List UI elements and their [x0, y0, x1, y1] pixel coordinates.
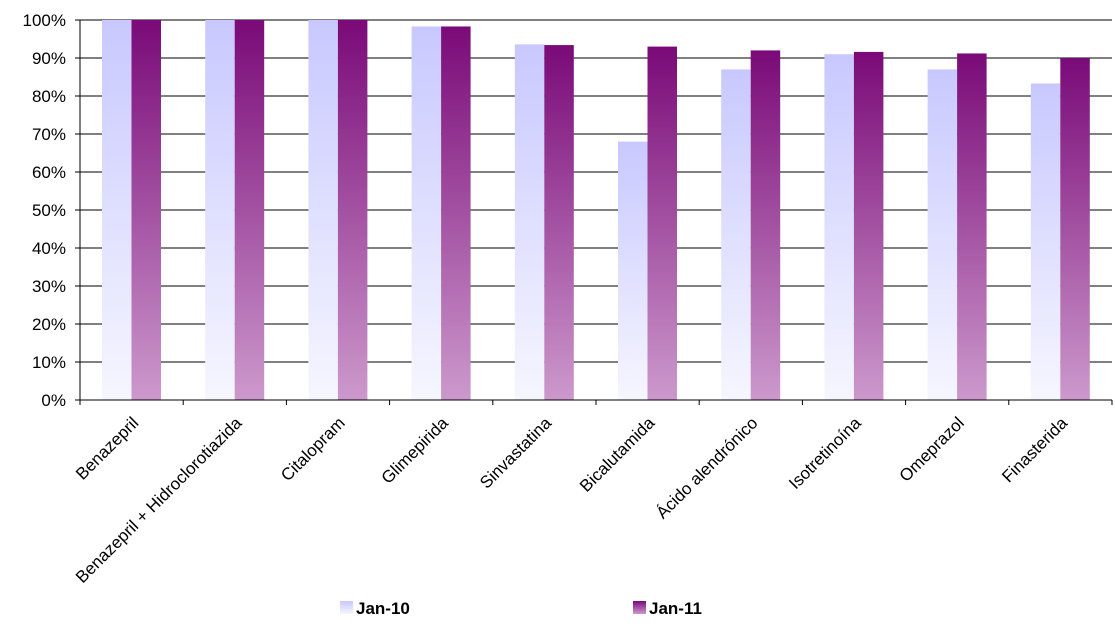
bar-series-1 [514, 44, 545, 400]
bar-series-1 [205, 20, 235, 400]
x-category-label: Benazepril + Hidroclorotiazida [72, 413, 246, 587]
bar-series-1 [102, 20, 132, 400]
x-category-label: Omeprazol [896, 413, 968, 485]
legend-swatch [633, 601, 646, 614]
bar-series-1 [308, 20, 338, 400]
bar-series-2 [441, 26, 471, 401]
y-tick-label: 60% [32, 163, 66, 182]
y-tick-label: 40% [32, 239, 66, 258]
bars [102, 20, 1090, 401]
y-tick-label: 30% [32, 277, 66, 296]
y-tick-label: 20% [32, 315, 66, 334]
axes [75, 19, 1113, 405]
x-category-label: Bicalutamida [576, 413, 659, 496]
bar-series-1 [824, 54, 854, 400]
y-tick-label: 0% [41, 391, 66, 410]
y-tick-label: 70% [32, 125, 66, 144]
bar-series-2 [853, 51, 884, 401]
bar-series-2 [957, 53, 987, 400]
legend-label: Jan-11 [649, 599, 702, 618]
x-category-label: Ácido alendrónico [653, 413, 762, 522]
y-tick-labels: 0% 10% 20% 30% 40% 50% 60% 70% 80% 90% 100% [23, 11, 66, 410]
y-tick-label: 80% [32, 87, 66, 106]
bar-series-2 [234, 20, 265, 400]
bar-series-1 [927, 69, 958, 401]
legend-swatch [340, 601, 353, 614]
x-category-label: Finasterida [998, 413, 1071, 486]
x-category-label: Benazepril [72, 413, 142, 483]
bar-series-1 [1030, 83, 1061, 401]
x-category-label: Glimepirida [378, 413, 453, 488]
bar-series-1 [411, 26, 442, 401]
x-category-label: Isotretinoína [785, 413, 865, 493]
y-tick-label: 50% [32, 201, 66, 220]
bar-series-2 [1060, 58, 1090, 400]
bar-series-2 [750, 50, 781, 401]
bar-series-2 [544, 45, 574, 401]
x-category-label: Citalopram [277, 413, 349, 485]
bar-series-1 [618, 141, 648, 400]
bar-series-2 [647, 46, 677, 400]
bar-series-2 [131, 20, 161, 400]
bar-series-2 [337, 20, 368, 400]
y-tick-label: 10% [32, 353, 66, 372]
y-tick-label: 100% [23, 11, 66, 30]
bar-series-1 [721, 69, 751, 401]
x-category-label: Sinvastatina [476, 413, 555, 492]
legend: Jan-10 Jan-11 [340, 599, 702, 618]
legend-label: Jan-10 [356, 599, 410, 618]
y-tick-label: 90% [32, 49, 66, 68]
